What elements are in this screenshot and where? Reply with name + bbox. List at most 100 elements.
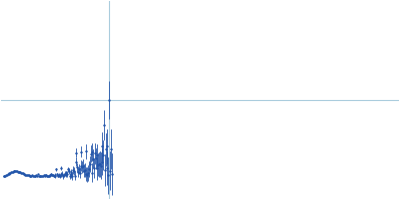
Point (92, 152, 98, 155)
Point (60, 175, 66, 178)
Point (4, 173, 11, 176)
Point (8, 171, 14, 174)
Point (32, 174, 38, 178)
Point (26, 173, 32, 177)
Point (54, 173, 60, 176)
Point (82, 172, 89, 176)
Point (106, 98, 112, 102)
Point (105, 174, 112, 177)
Point (108, 172, 115, 175)
Point (81, 169, 87, 172)
Point (18, 171, 24, 174)
Point (53, 168, 60, 171)
Point (52, 173, 59, 176)
Point (78, 150, 84, 153)
Point (66, 169, 72, 172)
Point (37, 174, 44, 177)
Point (25, 173, 31, 177)
Point (26, 174, 33, 177)
Point (17, 171, 24, 174)
Point (74, 166, 80, 169)
Point (14, 170, 20, 173)
Point (3, 174, 9, 177)
Point (107, 169, 113, 173)
Point (57, 167, 64, 170)
Point (42, 174, 48, 177)
Point (71, 169, 77, 172)
Point (68, 170, 75, 174)
Point (73, 151, 80, 154)
Point (19, 171, 25, 175)
Point (85, 171, 91, 174)
Point (62, 172, 68, 175)
Point (72, 160, 79, 163)
Point (70, 169, 76, 172)
Point (75, 170, 81, 174)
Point (56, 175, 63, 178)
Point (63, 172, 70, 176)
Point (96, 163, 102, 166)
Point (72, 174, 78, 177)
Point (98, 164, 104, 167)
Point (22, 173, 28, 176)
Point (67, 173, 74, 176)
Point (52, 175, 58, 178)
Point (104, 145, 111, 148)
Point (30, 174, 37, 177)
Point (24, 173, 30, 177)
Point (104, 166, 110, 169)
Point (9, 170, 15, 173)
Point (16, 170, 22, 173)
Point (13, 170, 19, 173)
Point (92, 157, 99, 160)
Point (108, 147, 114, 151)
Point (98, 160, 105, 163)
Point (102, 168, 108, 171)
Point (84, 173, 90, 176)
Point (30, 174, 36, 177)
Point (40, 174, 47, 177)
Point (2, 174, 8, 177)
Point (51, 174, 57, 178)
Point (49, 173, 55, 177)
Point (12, 170, 18, 173)
Point (83, 150, 90, 153)
Point (4, 173, 10, 176)
Point (79, 166, 86, 169)
Point (101, 123, 107, 127)
Point (27, 174, 34, 177)
Point (0, 175, 7, 178)
Point (16, 170, 23, 174)
Point (28, 174, 34, 177)
Point (58, 173, 64, 176)
Point (36, 174, 43, 178)
Point (33, 174, 40, 177)
Point (56, 173, 62, 177)
Point (78, 164, 85, 167)
Point (11, 170, 18, 173)
Point (10, 170, 17, 173)
Point (76, 167, 82, 170)
Point (90, 157, 96, 160)
Point (46, 174, 52, 177)
Point (31, 174, 38, 178)
Point (87, 163, 93, 166)
Point (36, 175, 42, 178)
Point (47, 174, 54, 177)
Point (64, 172, 70, 176)
Point (88, 152, 94, 155)
Point (66, 175, 73, 178)
Point (10, 170, 16, 173)
Point (94, 153, 100, 157)
Point (39, 174, 45, 177)
Point (76, 171, 83, 174)
Point (21, 172, 28, 176)
Point (1, 174, 8, 177)
Point (7, 171, 14, 174)
Point (34, 174, 40, 177)
Point (14, 170, 21, 173)
Point (61, 173, 67, 177)
Point (5, 172, 12, 175)
Point (38, 175, 44, 178)
Point (91, 166, 97, 170)
